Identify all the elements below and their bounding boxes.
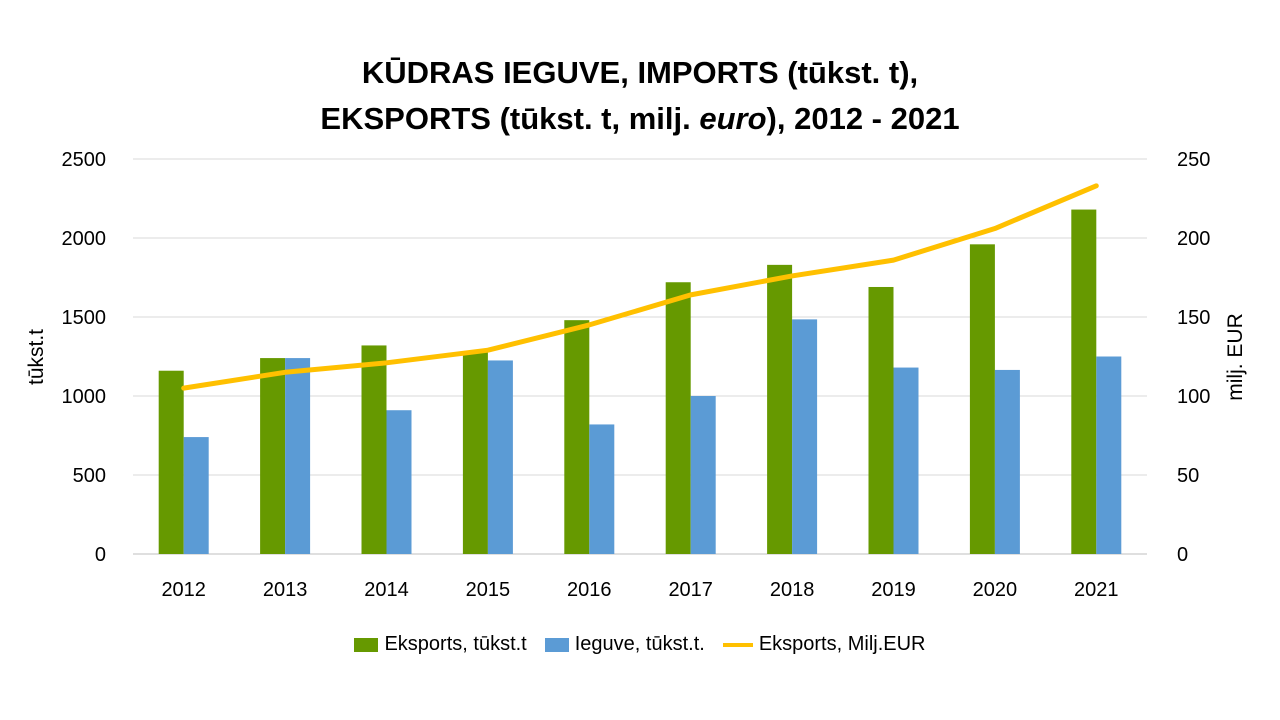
y2-tick-label: 0 bbox=[1177, 544, 1188, 566]
bar-ieguve-2020 bbox=[994, 369, 1020, 554]
bar-ieguve-2014 bbox=[386, 410, 412, 554]
chart-title-emphasis: euro bbox=[699, 101, 767, 136]
x-tick-label: 2018 bbox=[770, 579, 815, 601]
bar-eksports-2013 bbox=[260, 358, 286, 554]
chart-title: KŪDRAS IEGUVE, IMPORTS (tūkst. t), EKSPO… bbox=[0, 50, 1280, 142]
chart-title-line-2: EKSPORTS (tūkst. t, milj. euro), 2012 - … bbox=[0, 96, 1280, 142]
bar-eksports-2017 bbox=[665, 282, 691, 554]
bar-eksports-2019 bbox=[868, 286, 894, 554]
y2-tick-label: 150 bbox=[1177, 307, 1210, 329]
legend-swatch-blue bbox=[544, 637, 569, 652]
legend-swatch-line bbox=[722, 642, 753, 647]
x-tick-label: 2015 bbox=[466, 579, 511, 601]
y2-tick-label: 250 bbox=[1177, 149, 1210, 171]
line-eksports-eur bbox=[181, 183, 1099, 391]
bar-eksports-2015 bbox=[462, 351, 488, 554]
bar-ieguve-2012 bbox=[183, 437, 209, 554]
bar-eksports-2018 bbox=[767, 264, 793, 554]
bar-ieguve-2019 bbox=[893, 367, 919, 554]
y-tick-label: 500 bbox=[73, 465, 106, 487]
legend-label: Eksports, tūkst.t bbox=[384, 633, 527, 655]
legend-label: Eksports, Milj.EUR bbox=[758, 633, 926, 655]
y-tick-label: 1000 bbox=[62, 386, 107, 408]
x-tick-label: 2019 bbox=[871, 579, 916, 601]
chart-title-part-a: EKSPORTS (tūkst. t, milj. bbox=[320, 101, 700, 136]
y-tick-label: 0 bbox=[95, 544, 106, 566]
y2-tick-label: 50 bbox=[1177, 465, 1199, 487]
bars bbox=[158, 209, 1122, 554]
x-tick-label: 2014 bbox=[364, 579, 409, 601]
bar-eksports-2014 bbox=[361, 345, 387, 554]
x-tick-label: 2012 bbox=[161, 579, 206, 601]
bar-ieguve-2018 bbox=[792, 319, 818, 554]
bar-eksports-2012 bbox=[158, 370, 184, 554]
legend-label: Ieguve, tūkst.t. bbox=[574, 633, 705, 655]
x-tick-label: 2021 bbox=[1074, 579, 1119, 601]
legend-item-eksports-t: Eksports, tūkst.t bbox=[354, 633, 527, 656]
y-tick-label: 2500 bbox=[62, 149, 107, 171]
x-tick-label: 2020 bbox=[973, 579, 1018, 601]
legend: Eksports, tūkst.t Ieguve, tūkst.t. Ekspo… bbox=[0, 633, 1280, 656]
bar-ieguve-2016 bbox=[589, 424, 615, 554]
legend-item-eksports-eur: Eksports, Milj.EUR bbox=[722, 633, 926, 656]
y-tick-label: 2000 bbox=[62, 228, 107, 250]
legend-item-ieguve: Ieguve, tūkst.t. bbox=[544, 633, 705, 656]
y2-tick-label: 100 bbox=[1177, 386, 1210, 408]
bar-ieguve-2017 bbox=[690, 396, 716, 554]
y2-axis-title: milj. EUR bbox=[1224, 313, 1247, 401]
bar-ieguve-2013 bbox=[285, 358, 311, 554]
y-axis-title: tūkst.t bbox=[25, 329, 48, 385]
x-tick-label: 2017 bbox=[668, 579, 713, 601]
legend-swatch-green bbox=[354, 637, 379, 652]
x-tick-label: 2013 bbox=[263, 579, 308, 601]
bar-eksports-2016 bbox=[564, 320, 590, 554]
bar-eksports-2021 bbox=[1071, 209, 1097, 554]
chart-title-part-b: ), 2012 - 2021 bbox=[766, 101, 960, 136]
bar-ieguve-2015 bbox=[487, 360, 513, 554]
y-tick-label: 1500 bbox=[62, 307, 107, 329]
tick-labels: 0 500 1000 1500 2000 2500 0 50 100 150 200 250 2012 2… bbox=[62, 149, 1211, 601]
bar-eksports-2020 bbox=[969, 244, 995, 554]
chart-title-line-1: KŪDRAS IEGUVE, IMPORTS (tūkst. t), bbox=[361, 55, 919, 90]
line-series bbox=[181, 183, 1099, 391]
x-tick-label: 2016 bbox=[567, 579, 612, 601]
y2-tick-label: 200 bbox=[1177, 228, 1210, 250]
bar-ieguve-2021 bbox=[1096, 356, 1122, 554]
